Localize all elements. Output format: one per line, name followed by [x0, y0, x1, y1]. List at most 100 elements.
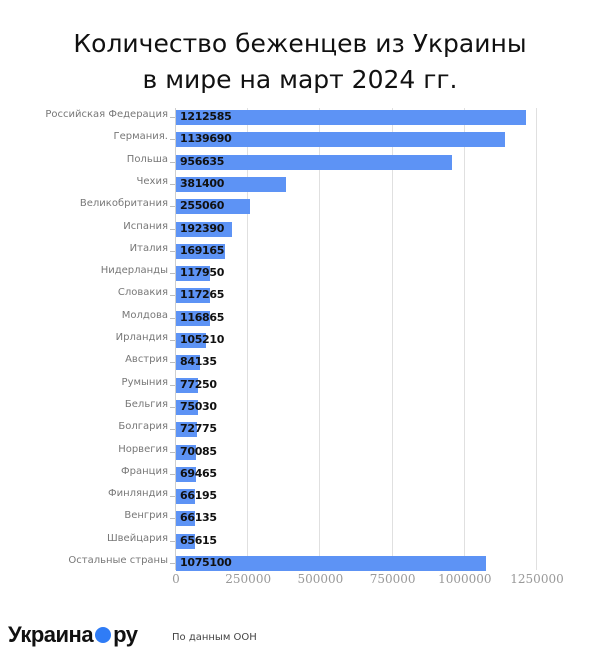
category-label: Норвегия	[118, 443, 168, 455]
y-tick-mark	[170, 340, 175, 341]
value-label: 956635	[180, 154, 225, 168]
value-label: 116865	[180, 310, 225, 324]
y-tick-mark	[170, 406, 175, 408]
y-tick-mark	[170, 518, 175, 520]
logo-text-left: Украина	[8, 622, 94, 647]
bar	[176, 399, 198, 415]
x-tick-label: 750000	[369, 572, 416, 586]
x-tick-label: 500000	[297, 572, 344, 586]
value-label: 84135	[180, 355, 217, 369]
source-note: По данным ООН	[172, 632, 257, 643]
bar	[176, 221, 232, 237]
y-tick-mark	[170, 496, 175, 498]
value-label: 72775	[180, 422, 217, 436]
y-tick-mark	[170, 117, 175, 118]
bar	[176, 243, 225, 259]
bar	[176, 489, 196, 505]
value-label: 65615	[180, 533, 217, 547]
category-label: Бельгия	[124, 398, 168, 410]
value-label: 192390	[180, 221, 225, 235]
y-tick-mark	[170, 317, 175, 319]
y-tick-mark	[170, 563, 175, 564]
bar-row: Франция 69465	[0, 464, 600, 486]
category-label: Франция	[121, 465, 168, 477]
bar-row: Швейцария 65615	[0, 531, 600, 553]
value-label: 381400	[180, 176, 225, 190]
y-tick-mark	[170, 295, 175, 297]
bar-row: Остальные страны 1075100	[0, 553, 600, 575]
category-label: Российская Федерация	[45, 109, 168, 120]
category-label: Великобритания	[79, 198, 168, 210]
chart-title-line1: Количество беженцев из Украины	[73, 29, 527, 58]
bar	[176, 533, 195, 549]
bar	[176, 377, 199, 393]
y-tick-mark	[170, 473, 175, 475]
logo-text-right: ру	[113, 622, 138, 647]
category-label: Испания	[123, 220, 168, 232]
category-label: Молдова	[121, 309, 168, 321]
bar	[176, 444, 197, 460]
y-tick-mark	[170, 161, 175, 163]
value-label: 117265	[180, 288, 225, 302]
y-tick-mark	[170, 183, 175, 185]
value-label: 75030	[180, 399, 217, 413]
x-tick-label: 1250000	[510, 572, 564, 586]
bar-row: Великобритания 255060	[0, 196, 600, 218]
category-label: Германия.	[113, 131, 168, 143]
bar-row: Германия. 1139690	[0, 129, 600, 151]
category-label: Швейцария	[106, 532, 168, 544]
bar-row: Норвегия 70085	[0, 442, 600, 464]
bar-row: Италия 169165	[0, 241, 600, 263]
value-label: 117950	[180, 266, 225, 280]
value-label: 69465	[180, 466, 217, 480]
bar	[176, 333, 207, 348]
x-tick-label: 250000	[225, 572, 272, 586]
category-label: Румыния	[121, 376, 168, 388]
y-tick-mark	[170, 250, 175, 252]
bar-row: Болгария 72775	[0, 419, 600, 441]
bar-row: Австрия 84135	[0, 352, 600, 374]
gridline	[391, 108, 393, 570]
x-tick-label: 1000000	[438, 572, 492, 586]
y-tick-mark	[170, 273, 175, 275]
gridline	[319, 108, 321, 570]
bar-row: Венгрия 66135	[0, 508, 600, 530]
bar	[176, 154, 453, 170]
category-label: Ирландия	[115, 332, 168, 343]
gridline	[463, 108, 465, 570]
bar	[176, 288, 210, 304]
bar-row: Чехия 381400	[0, 174, 600, 196]
bar	[176, 310, 210, 326]
category-label: Нидерланды	[100, 265, 168, 277]
y-tick-mark	[170, 206, 175, 208]
value-label: 255060	[180, 199, 225, 213]
y-tick-mark	[170, 540, 175, 542]
value-label: 105210	[180, 333, 225, 346]
bar-row: Польша 956635	[0, 152, 600, 174]
value-label: 77250	[180, 377, 217, 391]
bar	[176, 176, 287, 192]
bar	[176, 355, 201, 371]
value-label: 70085	[180, 444, 217, 458]
gridline	[247, 108, 249, 570]
bar-chart: 0 250000 500000 750000 1000000 1250000 Российс…	[0, 107, 600, 586]
bar-row: Словакия 117265	[0, 285, 600, 307]
value-label: 66195	[180, 489, 217, 503]
category-label: Остальные страны	[68, 555, 168, 566]
bar	[176, 110, 527, 125]
value-label: 1139690	[180, 132, 232, 146]
category-label: Италия	[129, 242, 168, 254]
value-label: 169165	[180, 243, 225, 257]
bar-row: Румыния 77250	[0, 375, 600, 397]
bar-row: Российская Федерация 1212585	[0, 107, 600, 129]
y-tick-mark	[170, 429, 175, 431]
value-label: 1212585	[180, 110, 232, 123]
logo-dot-icon	[95, 627, 112, 643]
bar	[176, 132, 506, 148]
x-tick-label: 0	[172, 572, 180, 586]
bar	[176, 511, 196, 527]
bar	[176, 422, 198, 438]
category-label: Чехия	[136, 175, 168, 187]
bar	[176, 556, 487, 571]
value-label: 66135	[180, 511, 217, 525]
